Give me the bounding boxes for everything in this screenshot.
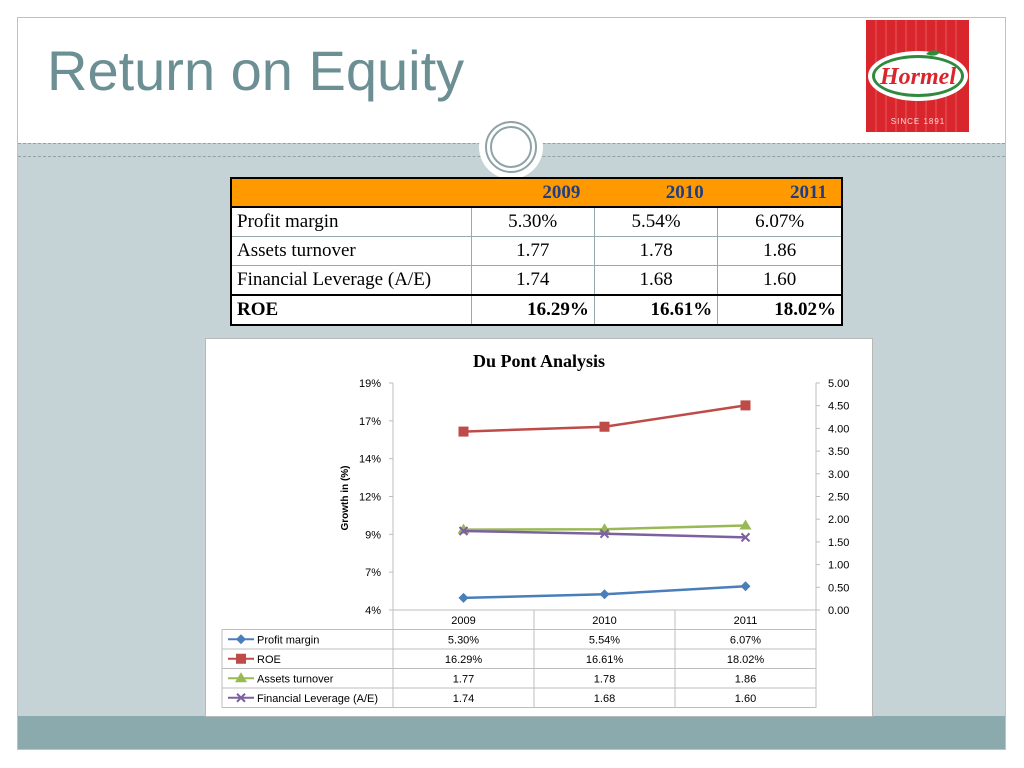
data-label: 6.07%	[730, 634, 761, 646]
data-point	[599, 421, 610, 432]
ornament-ring-outer	[485, 121, 537, 173]
table-row-roe: ROE 16.29% 16.61% 18.02%	[230, 294, 843, 326]
y-left-tick-label: 19%	[359, 378, 381, 390]
x-tick-label: 2011	[734, 615, 758, 627]
table-row: Financial Leverage (A/E) 1.74 1.68 1.60	[230, 265, 843, 296]
data-point	[740, 532, 751, 543]
legend-marker	[236, 634, 246, 645]
y-right-tick-label: 4.50	[828, 401, 849, 413]
chart-title: Du Pont Analysis	[473, 351, 605, 371]
table-row: Assets turnover 1.77 1.78 1.86	[230, 236, 843, 266]
cell-value: 1.86	[717, 236, 843, 266]
data-label: 1.86	[735, 673, 756, 685]
y-left-tick-label: 4%	[365, 605, 381, 617]
y-right-tick-label: 2.00	[828, 514, 849, 526]
table-row: Profit margin 5.30% 5.54% 6.07%	[230, 206, 843, 237]
data-point	[739, 519, 752, 530]
footer-band	[18, 716, 1005, 749]
data-point	[458, 526, 469, 536]
row-label: Assets turnover	[230, 236, 472, 266]
cell-value: 18.02%	[717, 294, 843, 326]
y-right-tick-label: 1.00	[828, 560, 849, 572]
data-label: 5.30%	[448, 634, 479, 646]
ornament-ring-inner	[490, 126, 532, 168]
y-right-tick-label: 1.50	[828, 537, 849, 549]
y-axis-label: Growth in (%)	[340, 466, 351, 531]
roe-table: 2009 2010 2011 Profit margin 5.30% 5.54%…	[230, 177, 843, 326]
cell-value: 1.77	[470, 236, 595, 266]
data-label: 18.02%	[727, 654, 765, 666]
table-header-year: 2010	[594, 178, 718, 208]
y-right-tick-label: 0.00	[828, 605, 849, 617]
legend-label: Financial Leverage (A/E)	[257, 693, 378, 705]
x-tick-label: 2009	[451, 615, 475, 627]
y-right-tick-label: 4.00	[828, 423, 849, 435]
x-tick-label: 2010	[592, 615, 616, 627]
legend-marker	[236, 693, 246, 703]
page-title: Return on Equity	[47, 39, 465, 102]
table-header-year: 2011	[717, 178, 842, 208]
table-header-blank	[231, 178, 471, 208]
data-point	[458, 592, 469, 603]
data-label: 5.54%	[589, 634, 620, 646]
y-right-tick-label: 0.50	[828, 582, 849, 594]
cell-value: 16.61%	[593, 294, 719, 326]
legend-marker	[235, 672, 247, 683]
dupont-chart: Du Pont Analysis Growth in (%) 4% 7% 9% 12%…	[221, 351, 849, 708]
table-header-row: 2009 2010 2011	[231, 178, 842, 208]
row-label: ROE	[230, 294, 472, 326]
data-point	[599, 529, 610, 539]
cell-value: 1.78	[593, 236, 719, 266]
y-left-tick-label: 12%	[359, 492, 381, 504]
y-left-tick-label: 17%	[359, 416, 381, 428]
data-label: 1.74	[453, 693, 474, 705]
data-label: 16.61%	[586, 654, 624, 666]
cell-value: 16.29%	[470, 294, 595, 326]
data-label: 1.60	[735, 693, 756, 705]
y-right-tick-label: 3.50	[828, 446, 849, 458]
svg-text:Hormel: Hormel	[879, 64, 956, 90]
y-left-tick-label: 14%	[359, 454, 381, 466]
y-right-tick-label: 5.00	[828, 378, 849, 390]
row-label: Financial Leverage (A/E)	[230, 265, 472, 296]
row-label: Profit margin	[230, 206, 472, 237]
data-label: 16.29%	[445, 654, 483, 666]
y-left-tick-label: 7%	[365, 567, 381, 579]
y-right-tick-label: 3.00	[828, 469, 849, 481]
dupont-chart-box: Du Pont Analysis Growth in (%) 4% 7% 9% 12%…	[205, 338, 873, 717]
cell-value: 5.30%	[470, 206, 595, 237]
y-left-tick-label: 9%	[365, 529, 381, 541]
data-point	[599, 589, 610, 600]
table-header-year: 2009	[471, 178, 595, 208]
legend-label: Assets turnover	[257, 673, 334, 685]
data-point	[740, 581, 751, 592]
legend-marker	[236, 653, 246, 664]
cell-value: 5.54%	[593, 206, 719, 237]
y-right-tick-label: 2.50	[828, 492, 849, 504]
hormel-logo: Hormel SINCE 1891	[866, 20, 969, 132]
data-point	[458, 426, 469, 437]
data-label: 1.77	[453, 673, 474, 685]
data-point	[740, 400, 751, 411]
data-label: 1.78	[594, 673, 615, 685]
cell-value: 1.60	[717, 265, 843, 296]
cell-value: 6.07%	[717, 206, 843, 237]
svg-text:SINCE 1891: SINCE 1891	[891, 117, 945, 126]
legend-label: ROE	[257, 654, 281, 666]
cell-value: 1.68	[593, 265, 719, 296]
legend-label: Profit margin	[257, 634, 319, 646]
data-label: 1.68	[594, 693, 615, 705]
cell-value: 1.74	[470, 265, 595, 296]
